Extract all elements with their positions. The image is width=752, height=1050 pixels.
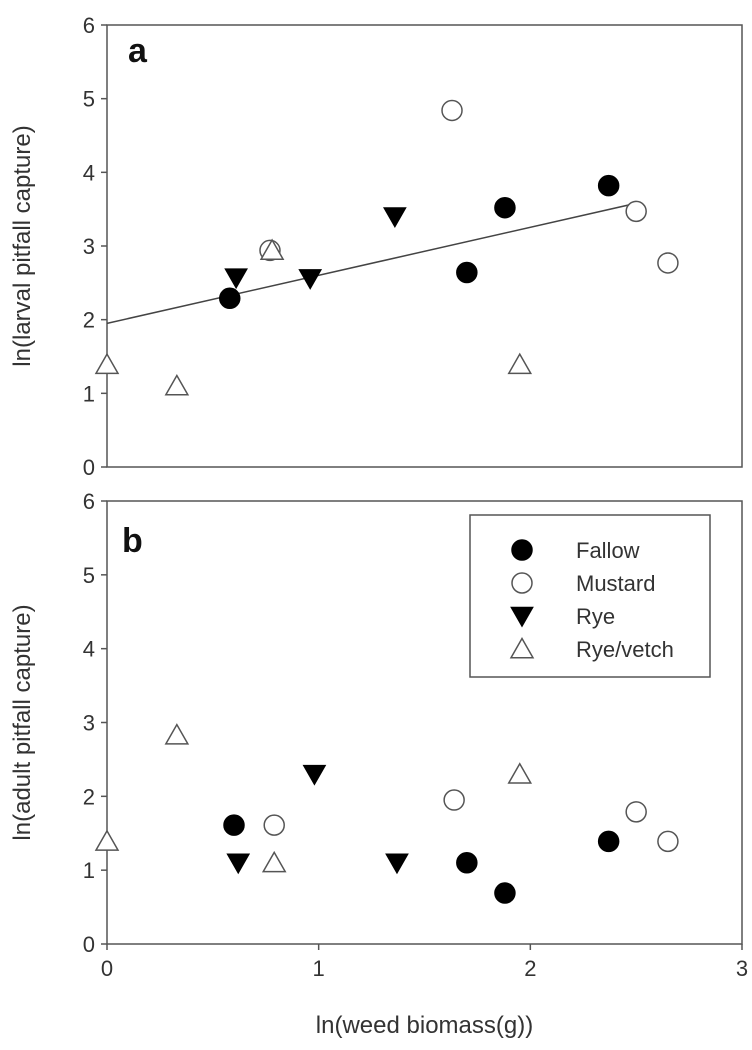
panel-b: 0 1 2 3 4 5 6 0 1 2 3 ln(adult pitfall capture) ln(w… <box>9 489 748 1039</box>
x-tick-label: 0 <box>101 956 113 981</box>
data-point-mustard <box>263 814 285 836</box>
y-tick-label: 0 <box>83 932 95 957</box>
y-tick-label: 0 <box>83 455 95 480</box>
y-tick-label: 5 <box>83 563 95 588</box>
panel-a: 0 1 2 3 4 5 6 ln(larval pitfall capture) a <box>9 13 743 480</box>
data-point-rye <box>385 853 409 875</box>
legend-marker-fallow <box>511 539 533 561</box>
y-axis-title: ln(larval pitfall capture) <box>9 125 36 366</box>
data-point-rye-vetch <box>164 723 190 745</box>
data-point-fallow <box>456 852 478 874</box>
data-point-mustard <box>625 200 647 223</box>
y-axis-title: ln(adult pitfall capture) <box>9 604 36 840</box>
y-tick-label: 4 <box>83 637 95 662</box>
panel-letter: b <box>122 522 143 560</box>
legend-marker-rye <box>510 606 534 628</box>
data-point-rye-vetch <box>94 829 120 851</box>
legend-marker-rye-vetch <box>509 637 535 659</box>
data-point-rye <box>226 853 251 875</box>
data-point-rye-vetch <box>94 352 120 375</box>
y-tick-label: 1 <box>83 858 95 883</box>
y-tick-label: 2 <box>83 784 95 809</box>
data-point-fallow <box>456 261 478 284</box>
data-point-mustard <box>657 252 679 274</box>
legend-label-fallow: Fallow <box>576 538 640 563</box>
plot-frame <box>106 24 743 468</box>
legend-label-mustard: Mustard <box>576 571 655 596</box>
legend-box <box>469 514 711 678</box>
data-point-rye-vetch <box>261 850 287 873</box>
data-point-rye-vetch <box>259 238 285 260</box>
y-tick-label: 5 <box>83 87 95 112</box>
legend-label-rye-vetch: Rye/vetch <box>576 637 674 662</box>
data-point-fallow <box>597 174 620 197</box>
data-point-mustard <box>441 99 463 122</box>
data-point-rye <box>298 269 323 290</box>
data-point-fallow <box>223 814 245 836</box>
data-point-fallow <box>494 196 516 219</box>
y-tick-label: 3 <box>83 711 95 736</box>
data-point-fallow <box>494 882 516 904</box>
legend: Fallow Mustard Rye Rye/vetch <box>469 514 711 678</box>
legend-label-rye: Rye <box>576 604 615 629</box>
legend-marker-mustard <box>511 572 533 594</box>
data-point-fallow <box>219 287 241 310</box>
data-point-rye-vetch <box>164 374 190 396</box>
x-tick-label: 1 <box>313 956 325 981</box>
data-point-mustard <box>657 830 679 853</box>
data-point-mustard <box>625 801 647 823</box>
y-tick-label: 6 <box>83 489 95 514</box>
regression-line <box>106 202 637 325</box>
data-point-mustard <box>443 789 465 811</box>
y-tick-label: 1 <box>83 381 95 406</box>
data-point-rye-vetch <box>507 352 533 375</box>
data-point-rye-vetch <box>507 762 533 784</box>
x-axis-title: ln(weed biomass(g)) <box>316 1012 533 1039</box>
panel-letter: a <box>128 32 148 70</box>
y-tick-label: 3 <box>83 234 95 259</box>
data-point-rye <box>383 207 407 228</box>
data-point-rye <box>224 268 248 290</box>
data-point-fallow <box>597 830 620 853</box>
y-tick-label: 2 <box>83 308 95 333</box>
y-tick-label: 6 <box>83 13 95 38</box>
data-point-rye <box>302 764 327 786</box>
x-tick-label: 3 <box>736 956 748 981</box>
y-tick-label: 4 <box>83 160 95 185</box>
x-tick-label: 2 <box>524 956 536 981</box>
